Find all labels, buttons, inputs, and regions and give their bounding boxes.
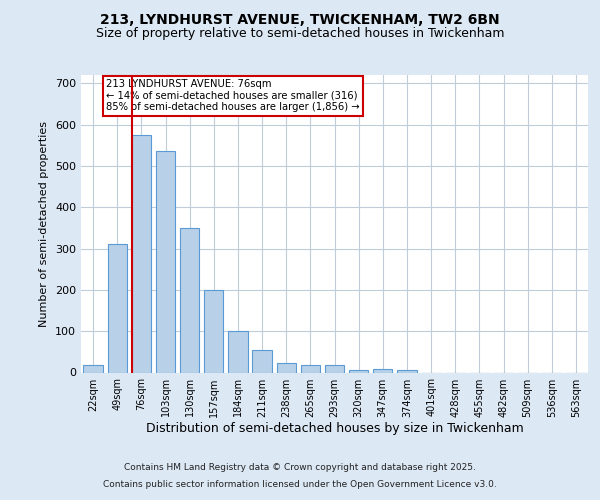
Bar: [180, 228, 199, 372]
Bar: [228, 331, 248, 372]
Bar: [349, 370, 368, 372]
Bar: [253, 350, 272, 372]
Bar: [301, 365, 320, 372]
Bar: [397, 370, 416, 372]
Text: Size of property relative to semi-detached houses in Twickenham: Size of property relative to semi-detach…: [96, 28, 504, 40]
Bar: [373, 369, 392, 372]
Bar: [83, 365, 103, 372]
Bar: [325, 365, 344, 372]
Text: 213, LYNDHURST AVENUE, TWICKENHAM, TW2 6BN: 213, LYNDHURST AVENUE, TWICKENHAM, TW2 6…: [100, 12, 500, 26]
Bar: [107, 244, 127, 372]
Text: 213 LYNDHURST AVENUE: 76sqm
← 14% of semi-detached houses are smaller (316)
85% : 213 LYNDHURST AVENUE: 76sqm ← 14% of sem…: [106, 79, 360, 112]
Y-axis label: Number of semi-detached properties: Number of semi-detached properties: [40, 120, 49, 327]
Bar: [156, 152, 175, 372]
Text: Contains public sector information licensed under the Open Government Licence v3: Contains public sector information licen…: [103, 480, 497, 489]
Text: Contains HM Land Registry data © Crown copyright and database right 2025.: Contains HM Land Registry data © Crown c…: [124, 464, 476, 472]
Bar: [132, 135, 151, 372]
Bar: [204, 290, 223, 372]
Bar: [277, 364, 296, 372]
X-axis label: Distribution of semi-detached houses by size in Twickenham: Distribution of semi-detached houses by …: [146, 422, 523, 436]
